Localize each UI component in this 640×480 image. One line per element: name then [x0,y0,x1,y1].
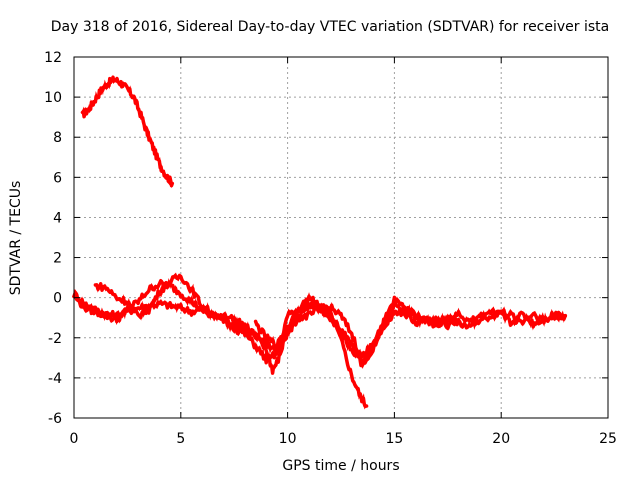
tick-marks [73,56,609,419]
x-tick-label: 10 [279,431,297,447]
x-tick-label: 15 [385,431,403,447]
y-axis-label: SDTVAR / TECUs [8,181,24,296]
y-tick-label: 10 [44,90,62,106]
y-tick-label: 12 [44,50,62,66]
x-tick-label: 0 [70,431,79,447]
x-tick-label: 20 [492,431,510,447]
y-tick-label: 8 [53,130,62,146]
series-band-arc-c [94,272,460,365]
y-tick-label: 0 [53,291,62,307]
y-tick-label: -6 [48,411,62,427]
grid-lines [74,57,608,418]
x-tick-label: 25 [599,431,617,447]
plot-frame [73,56,609,419]
y-tick-labels: -6 -4 -2 0 2 4 6 8 10 12 [44,50,62,427]
chart-title: Day 318 of 2016, Sidereal Day-to-day VTE… [51,19,609,35]
series-group [72,75,568,410]
y-tick-label: 2 [53,251,62,267]
y-tick-label: 4 [53,210,62,226]
y-tick-label: -2 [48,331,62,347]
y-tick-label: 6 [53,170,62,186]
x-tick-labels: 0 5 10 15 20 25 [70,431,617,447]
series-band-arc-d [254,301,566,369]
series-band-arc-e [436,306,567,331]
y-tick-label: -4 [48,371,62,387]
x-tick-label: 5 [176,431,185,447]
x-axis-label: GPS time / hours [282,458,399,474]
series-band-arc-high [81,76,174,189]
